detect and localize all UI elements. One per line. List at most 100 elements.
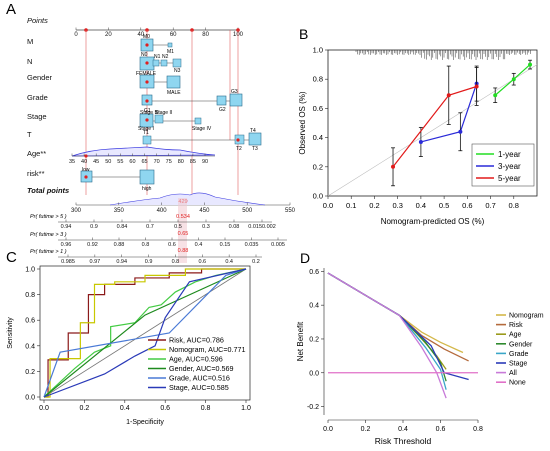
- y-tick-label: 0.6: [313, 104, 323, 113]
- points-tick-label: 80: [202, 32, 209, 38]
- legend-entry: None: [509, 380, 526, 387]
- x-tick-label: 0.3: [392, 201, 402, 210]
- points-tick-label: 0: [74, 32, 78, 38]
- pr3-tick-label: 0.6: [168, 242, 176, 248]
- row-label-gender: Gender: [27, 73, 53, 82]
- legend-entry: Gender, AUC=0.569: [169, 364, 234, 373]
- data-point: [474, 84, 479, 89]
- risk-low-label: low: [82, 167, 90, 173]
- total-points-tick-label: 350: [114, 208, 125, 214]
- y-tick-label: 0.6: [309, 269, 319, 276]
- points-tick-label: 20: [105, 32, 112, 38]
- legend-entry: 1-year: [498, 150, 521, 159]
- points-tick-label: 60: [170, 32, 177, 38]
- age-row: 35 40 45 50 55 60 65 70 75 80 85 90: [69, 146, 216, 165]
- age-tick-label: 65: [141, 159, 147, 165]
- g2-label: G2: [219, 107, 226, 113]
- legend-entry: Age: [509, 332, 522, 339]
- x-tick-label: 0.8: [509, 201, 519, 210]
- row-label-stage: Stage: [27, 112, 47, 121]
- nomogram-panel: A Points M N Gender Grade Stage T Age** …: [6, 1, 296, 265]
- pr5-tick-label: 0.08: [229, 224, 240, 230]
- x-axis-label: Nomogram-predicted OS (%): [381, 217, 485, 226]
- pr1-tick-label: 0.985: [61, 259, 75, 265]
- pr3-tick-label: 0.005: [271, 242, 285, 248]
- age-tick-label: 40: [81, 159, 87, 165]
- y-tick-label: 0.0: [313, 192, 323, 201]
- points-tick-label: 40: [137, 32, 144, 38]
- y-tick-label: 0.4: [25, 343, 35, 350]
- pr5-tick-label: 0.84: [117, 224, 128, 230]
- roc-frame: [39, 265, 251, 401]
- data-point: [458, 129, 463, 134]
- male-label: MALE: [167, 90, 181, 96]
- roc-curve: [43, 268, 247, 398]
- series-line: [392, 85, 477, 168]
- pr3-label: Pr( futime > 3 ): [30, 232, 67, 238]
- x-tick-label: 0.6: [436, 426, 446, 433]
- pr1-tick-label: 0.97: [89, 259, 100, 265]
- pr1-tick-label: 0.4: [225, 259, 233, 265]
- risk-high-label: high: [142, 186, 152, 192]
- age-tick-label: 60: [129, 159, 135, 165]
- y-tick-label: 0.8: [313, 75, 323, 84]
- pr3-tick-label: 0.035: [245, 242, 259, 248]
- roc-curve: [44, 268, 246, 398]
- pr3-tick-label: 0.92: [87, 242, 98, 248]
- gender-row: FEMALE MALE: [136, 71, 181, 96]
- t2-label: T2: [236, 146, 242, 152]
- legend-entry: Age, AUC=0.596: [169, 355, 223, 364]
- t1-label: T1: [143, 130, 149, 136]
- roc-curve: [43, 268, 247, 398]
- pr3-tick-label: 0.8: [142, 242, 150, 248]
- x-tick-label: 0.0: [39, 405, 49, 412]
- legend-entry: Stage, AUC=0.585: [169, 383, 229, 392]
- data-point: [446, 93, 451, 98]
- pr3-value: 0.65: [178, 231, 189, 237]
- legend-box: [471, 143, 535, 187]
- risk-row: low high: [80, 167, 155, 192]
- y-tick-label: 0.2: [313, 162, 323, 171]
- female-label: FEMALE: [136, 71, 157, 77]
- y-tick-label: 0.2: [25, 369, 35, 376]
- pr3-tick-label: 0.88: [114, 242, 125, 248]
- x-tick-label: 0.2: [80, 405, 90, 412]
- pr1-tick-label: 0.2: [252, 259, 260, 265]
- pr5-tick-label: 0.3: [202, 224, 210, 230]
- age-tick-label: 35: [69, 159, 75, 165]
- x-tick-label: 0.6: [160, 405, 170, 412]
- x-tick-label: 0.0: [323, 426, 333, 433]
- y-axis-label: Net Benefit: [296, 321, 305, 361]
- total-points-tick-label: 400: [157, 208, 168, 214]
- pr3-tick-label: 0.96: [61, 242, 72, 248]
- pr5-tick-label: 0.0150.002: [248, 224, 276, 230]
- t4-label: T4: [250, 128, 256, 134]
- y-tick-label: 0.2: [309, 336, 319, 343]
- pr5-tick-label: 0.5: [174, 224, 182, 230]
- age-tick-label: 50: [105, 159, 111, 165]
- age-tick-label: 70: [154, 159, 160, 165]
- panel-label-a: A: [6, 1, 16, 18]
- legend-entry: Grade, AUC=0.516: [169, 374, 230, 383]
- pr1-tick-label: 0.8: [172, 259, 180, 265]
- legend-entry: 5-year: [498, 174, 521, 183]
- x-tick-label: 0.4: [416, 201, 426, 210]
- net-benefit-curve: [327, 272, 469, 381]
- age-tick-label: 55: [117, 159, 123, 165]
- g3-label: G3: [231, 89, 238, 95]
- legend-entry: Stage: [509, 361, 527, 368]
- pr3-tick-label: 0.4: [195, 242, 203, 248]
- panel-label-d: D: [300, 250, 310, 266]
- total-points-tick-label: 500: [242, 208, 253, 214]
- row-label-age: Age**: [27, 149, 46, 158]
- red-guide-lines: [85, 30, 239, 195]
- n2-label: N2: [162, 54, 169, 60]
- y-tick-label: 0.8: [25, 292, 35, 299]
- x-tick-label: 0.2: [369, 201, 379, 210]
- n0-label: N0: [141, 52, 148, 58]
- y-tick-label: 1.0: [25, 267, 35, 274]
- legend-entry: 3-year: [498, 162, 521, 171]
- calibration-frame: [327, 49, 538, 197]
- pr1-value: 0.88: [178, 248, 189, 254]
